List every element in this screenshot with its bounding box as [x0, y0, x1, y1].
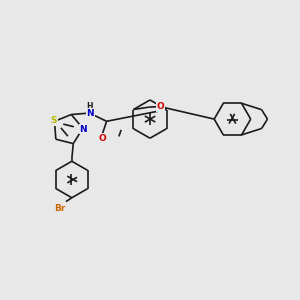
Text: S: S: [51, 116, 57, 125]
Text: N: N: [80, 125, 87, 134]
Text: O: O: [98, 134, 106, 143]
Text: O: O: [157, 102, 164, 111]
Text: N: N: [86, 109, 94, 118]
Text: H: H: [86, 102, 93, 111]
Text: Br: Br: [54, 204, 66, 213]
